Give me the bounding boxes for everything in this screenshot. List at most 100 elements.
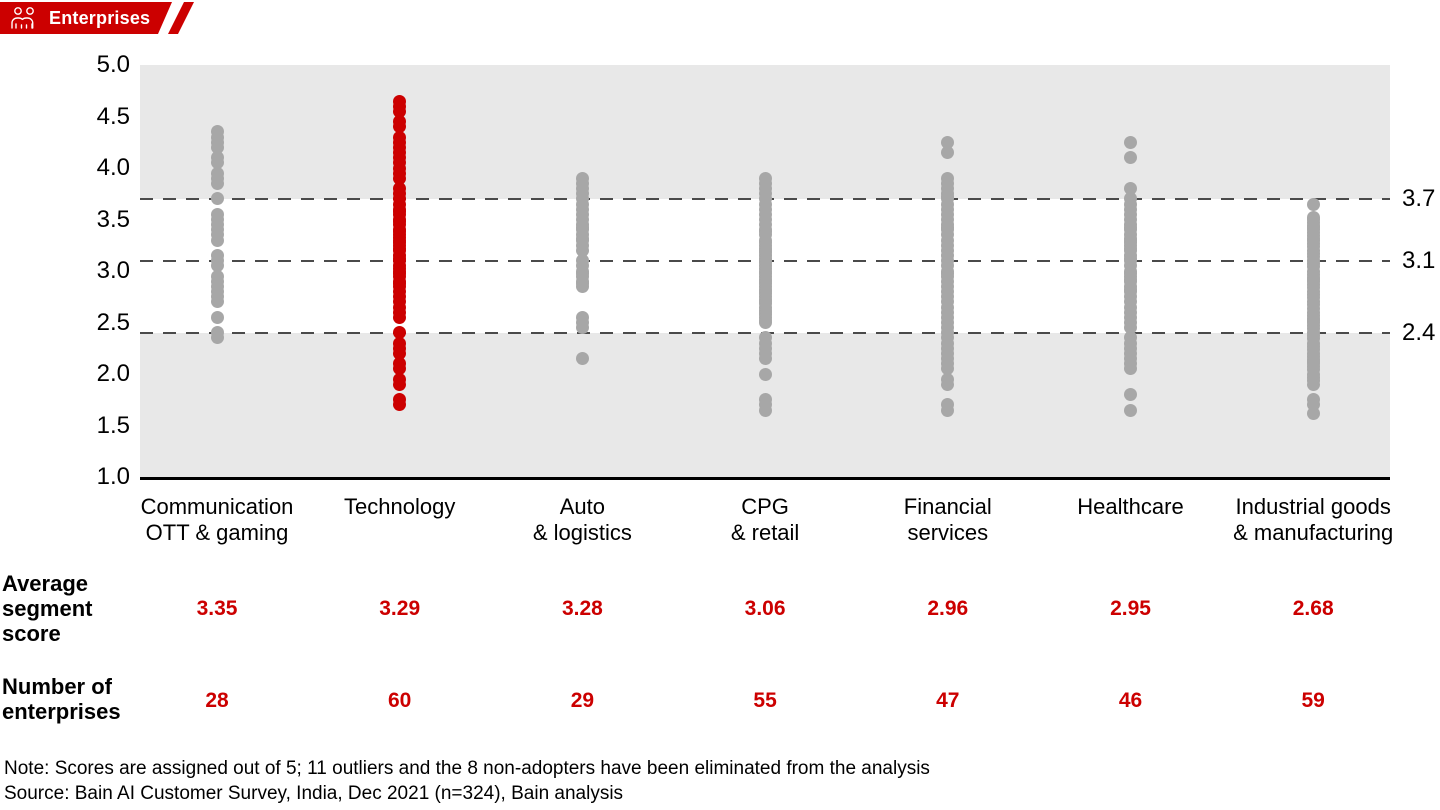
data-dot: [393, 310, 407, 324]
data-dot: [758, 403, 772, 417]
enterprises-badge: Enterprises: [0, 2, 172, 34]
avg-segment-score-value: 3.29: [379, 597, 421, 620]
data-dot: [575, 279, 589, 293]
avg-segment-score-value: 3.28: [561, 597, 603, 620]
row-label-line: Number of: [2, 674, 112, 699]
x-axis-label-line: Technology: [344, 494, 456, 519]
data-dot: [210, 176, 224, 190]
y-axis-tick-label: 4.0: [96, 154, 130, 181]
y-axis-tick-label: 3.5: [96, 205, 130, 233]
y-axis-tick-label: 2.5: [96, 308, 130, 336]
num-enterprises-row-label: Number of enterprises: [2, 674, 121, 724]
x-axis-label-line: CPG: [741, 494, 789, 519]
x-axis-label-line: & manufacturing: [1233, 520, 1394, 545]
data-dot: [575, 352, 589, 366]
threshold-value-label: 3.7: [1402, 184, 1436, 212]
num-enterprises-value: 47: [936, 689, 960, 712]
data-dot: [210, 331, 224, 345]
row-label-line: enterprises: [2, 699, 121, 724]
y-axis-tick-label: 3.0: [96, 257, 130, 284]
data-dot: [1124, 388, 1137, 402]
num-enterprises-value: 55: [753, 689, 777, 712]
row-label-line: score: [2, 621, 61, 646]
data-dot: [393, 104, 407, 118]
data-dot: [758, 316, 772, 329]
data-dot: [393, 120, 407, 134]
x-axis-label-line: Industrial goods: [1235, 494, 1391, 519]
x-axis-label-line: Healthcare: [1077, 494, 1184, 519]
y-axis-tick-label: 1.5: [96, 411, 130, 439]
data-dot: [210, 295, 224, 309]
row-label-line: Average: [2, 571, 89, 596]
data-dot: [1124, 135, 1137, 149]
x-axis-line: [140, 477, 1390, 480]
avg-score-row-label: Average segment score: [2, 571, 92, 646]
x-axis-label-line: OTT & gaming: [145, 520, 289, 545]
data-dot: [210, 156, 224, 170]
data-dot: [1124, 182, 1137, 196]
data-dot: [393, 362, 407, 376]
y-axis-tick-label: 4.5: [96, 102, 130, 130]
badge-label: Enterprises: [49, 7, 151, 28]
data-dot: [393, 326, 407, 340]
data-dot: [393, 377, 407, 391]
x-axis-category-label: Financial services: [818, 494, 1078, 546]
source-text: Source: Bain AI Customer Survey, India, …: [4, 783, 624, 804]
data-dot: [393, 346, 407, 360]
people-icon: [9, 5, 39, 31]
badge-slash-decoration: [168, 2, 194, 34]
x-axis-label-line: & retail: [730, 520, 800, 545]
x-axis-category-label: Technology: [270, 494, 530, 520]
data-dot: [1306, 406, 1320, 420]
data-dot: [941, 377, 955, 391]
threshold-value-label: 3.1: [1402, 246, 1436, 274]
x-axis-label-line: & logistics: [532, 520, 632, 545]
row-label-line: segment: [2, 596, 93, 621]
data-dot: [941, 135, 955, 149]
data-dot: [1124, 403, 1137, 417]
x-axis-label-line: Communication: [140, 494, 294, 519]
x-axis-category-label: Industrial goods & manufacturing: [1183, 494, 1440, 546]
x-axis-category-label: Healthcare: [1001, 494, 1261, 520]
data-dot: [941, 146, 955, 160]
data-dot: [210, 233, 224, 247]
num-enterprises-value: 29: [570, 689, 595, 712]
y-axis-tick-label: 2.0: [96, 360, 130, 387]
y-axis-tick-label: 1.0: [96, 463, 130, 490]
data-dot: [210, 259, 224, 273]
threshold-value-label: 2.4: [1402, 318, 1436, 346]
data-dot: [1124, 321, 1137, 335]
data-dot: [1124, 151, 1137, 165]
data-dot: [575, 243, 589, 257]
data-dot: [1124, 362, 1137, 376]
avg-segment-score-value: 2.68: [1292, 597, 1334, 620]
x-axis-category-label: CPG & retail: [635, 494, 895, 546]
data-dot: [210, 310, 224, 324]
data-dot: [1306, 377, 1320, 391]
data-dot: [210, 192, 224, 206]
x-axis-label-line: services: [907, 520, 989, 545]
avg-segment-score-value: 2.95: [1110, 597, 1151, 620]
x-axis-category-label: Communication OTT & gaming: [87, 494, 347, 546]
x-axis-label-line: Auto: [559, 494, 606, 519]
data-dot: [393, 398, 407, 412]
data-dot: [393, 171, 407, 185]
data-dot: [210, 140, 224, 154]
x-axis-label-line: Financial: [903, 494, 992, 519]
data-dot: [941, 403, 955, 417]
num-enterprises-value: 60: [388, 689, 412, 712]
avg-segment-score-value: 3.06: [744, 597, 786, 620]
data-dot: [1306, 197, 1320, 211]
data-dot: [758, 367, 772, 381]
data-dot: [941, 362, 955, 376]
num-enterprises-value: 46: [1118, 689, 1143, 712]
avg-segment-score-value: 2.96: [927, 597, 969, 620]
num-enterprises-value: 59: [1301, 689, 1325, 712]
data-dot: [758, 352, 772, 366]
avg-segment-score-value: 3.35: [196, 597, 238, 620]
y-axis-tick-label: 5.0: [96, 51, 130, 78]
note-text: Note: Scores are assigned out of 5; 11 o…: [4, 758, 930, 779]
x-axis-category-label: Auto & logistics: [452, 494, 712, 546]
num-enterprises-value: 28: [205, 689, 229, 712]
